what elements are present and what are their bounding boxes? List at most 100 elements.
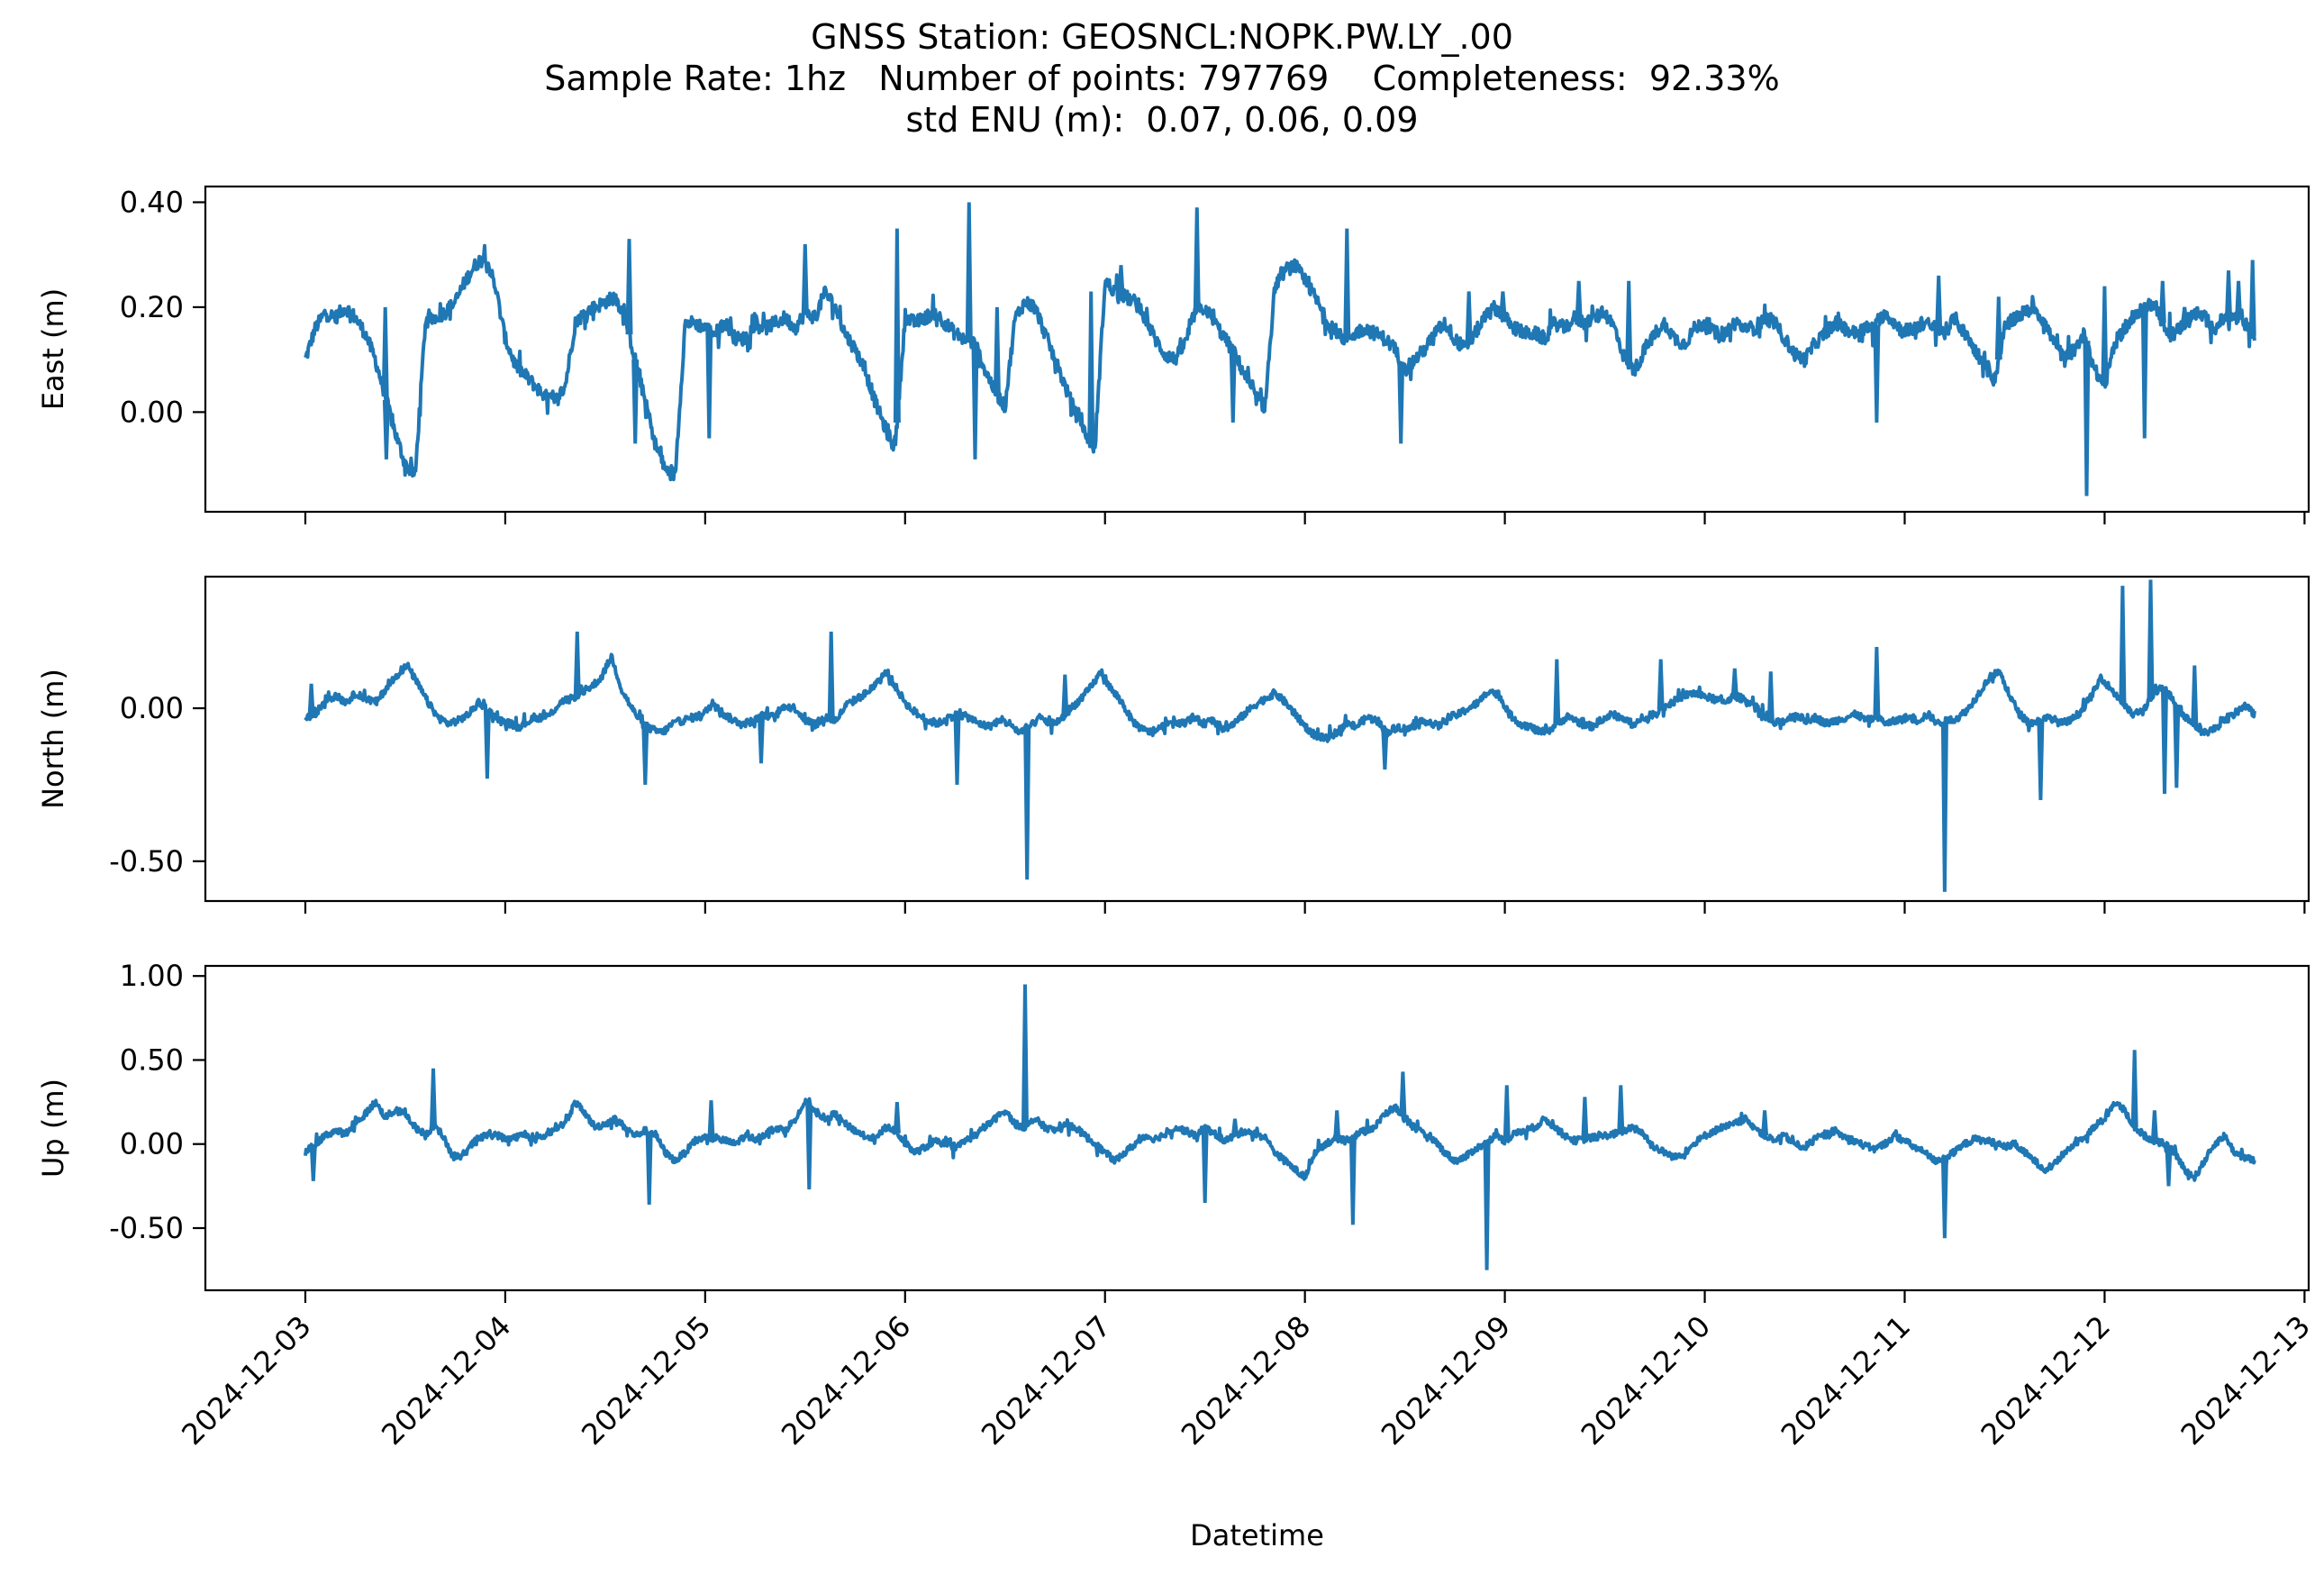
up-ytick-label: 0.00 <box>120 1127 184 1161</box>
east-spike <box>1465 291 1473 343</box>
east-spike <box>1763 317 1771 328</box>
east-spike <box>625 239 633 335</box>
east-spike <box>1193 207 1201 312</box>
up-spike <box>1502 1085 1511 1140</box>
xtick-label: 2024-12-08 <box>1175 1309 1317 1452</box>
east-spike <box>1499 291 1507 316</box>
north-series-line <box>304 652 2256 743</box>
east-spike <box>1994 296 2002 360</box>
up-spike <box>1399 1071 1407 1117</box>
up-spike <box>1617 1085 1625 1133</box>
xtick-label: 2024-12-06 <box>775 1309 917 1452</box>
east-spike <box>993 306 1001 395</box>
up-spike <box>1581 1097 1589 1140</box>
east-spike <box>1229 351 1237 423</box>
east-spike <box>1935 275 1943 331</box>
x-axis-label: Datetime <box>1190 1518 1324 1552</box>
up-series-line <box>304 1097 2256 1182</box>
east-spike <box>801 243 809 313</box>
north-spike <box>1061 674 1069 715</box>
up-spike <box>805 1105 813 1190</box>
north-spike <box>827 632 835 720</box>
east-ytick-label: 0.00 <box>120 395 184 429</box>
north-spike <box>953 715 961 785</box>
north-spike <box>1023 728 1031 880</box>
east-spike <box>1873 324 1881 423</box>
up-spike <box>1348 1136 1357 1225</box>
north-spike <box>2119 586 2127 704</box>
xtick-label: 2024-12-09 <box>1375 1309 1517 1452</box>
east-spike <box>2158 280 2166 323</box>
north-spike <box>1730 668 1738 696</box>
north-spike <box>2161 688 2168 795</box>
xtick-label: 2024-12-12 <box>1974 1309 2117 1452</box>
up-spike <box>1940 1157 1948 1239</box>
up-spike <box>1201 1127 1209 1204</box>
east-spike <box>382 399 390 460</box>
east-spike <box>1117 265 1125 296</box>
north-spike <box>2037 720 2045 800</box>
east-spike <box>1343 228 1351 338</box>
east-spike <box>2248 259 2256 336</box>
east-spike <box>381 306 389 396</box>
east-spike <box>1625 280 1633 364</box>
up-spike <box>893 1101 901 1133</box>
east-spike <box>1902 323 1911 333</box>
up-spike <box>1761 1110 1769 1136</box>
north-spike <box>758 716 765 764</box>
east-spike <box>2101 286 2109 387</box>
east-ytick-label: 0.40 <box>120 185 184 219</box>
east-spike <box>2140 306 2148 439</box>
up-spike <box>2130 1050 2138 1128</box>
north-spike <box>2147 579 2155 699</box>
east-spike <box>705 330 713 439</box>
up-ytick-label: 0.50 <box>120 1042 184 1077</box>
north-spike <box>2191 665 2199 725</box>
north-spike <box>641 725 649 785</box>
up-spike <box>2165 1147 2173 1187</box>
north-ytick-label: 0.00 <box>120 691 184 725</box>
east-spike <box>631 360 640 444</box>
up-spike <box>707 1100 715 1139</box>
up-spike <box>1483 1142 1491 1270</box>
north-spike <box>1553 659 1561 724</box>
north-spike <box>1766 671 1775 722</box>
north-spike <box>1873 647 1881 718</box>
north-spike <box>1940 721 1948 892</box>
up-ylabel: Up (m) <box>36 1079 70 1178</box>
east-spike <box>893 228 901 423</box>
east-series-line <box>304 243 2256 482</box>
up-spike <box>2150 1110 2158 1142</box>
east-spike <box>2083 341 2091 496</box>
up-spike <box>309 1145 317 1181</box>
east-spike <box>971 343 979 460</box>
east-ytick-label: 0.20 <box>120 290 184 324</box>
up-spike <box>1231 1118 1239 1136</box>
east-spike <box>2235 280 2243 320</box>
xtick-label: 2024-12-13 <box>2174 1309 2317 1452</box>
north-ytick-label: -0.50 <box>109 844 184 879</box>
east-spike <box>1087 291 1095 443</box>
up-spike <box>1333 1110 1341 1140</box>
up-ytick-label: 1.00 <box>120 959 184 993</box>
north-spike <box>307 683 315 716</box>
up-axes-frame <box>204 964 2310 1292</box>
north-spike <box>1657 659 1665 710</box>
up-spike <box>1021 984 1029 1128</box>
xtick-label: 2024-12-07 <box>975 1309 1117 1452</box>
north-spike <box>573 632 581 696</box>
east-spike <box>2181 306 2189 323</box>
title-std: std ENU (m): 0.07, 0.06, 0.09 <box>905 100 1419 140</box>
up-spike <box>645 1132 653 1205</box>
xtick-label: 2024-12-05 <box>575 1309 717 1452</box>
title-station: GNSS Station: GEOSNCL:NOPK.PW.LY_.00 <box>811 17 1513 57</box>
north-spike <box>2173 704 2181 788</box>
east-axes-frame <box>204 185 2310 514</box>
north-ylabel: North (m) <box>36 669 70 809</box>
chart-title: GNSS Station: GEOSNCL:NOPK.PW.LY_.00 Sam… <box>0 16 2324 141</box>
xtick-label: 2024-12-11 <box>1775 1309 1917 1452</box>
title-sampling: Sample Rate: 1hz Number of points: 79776… <box>544 59 1780 98</box>
xtick-label: 2024-12-10 <box>1575 1309 1717 1452</box>
xtick-label: 2024-12-03 <box>175 1309 317 1452</box>
